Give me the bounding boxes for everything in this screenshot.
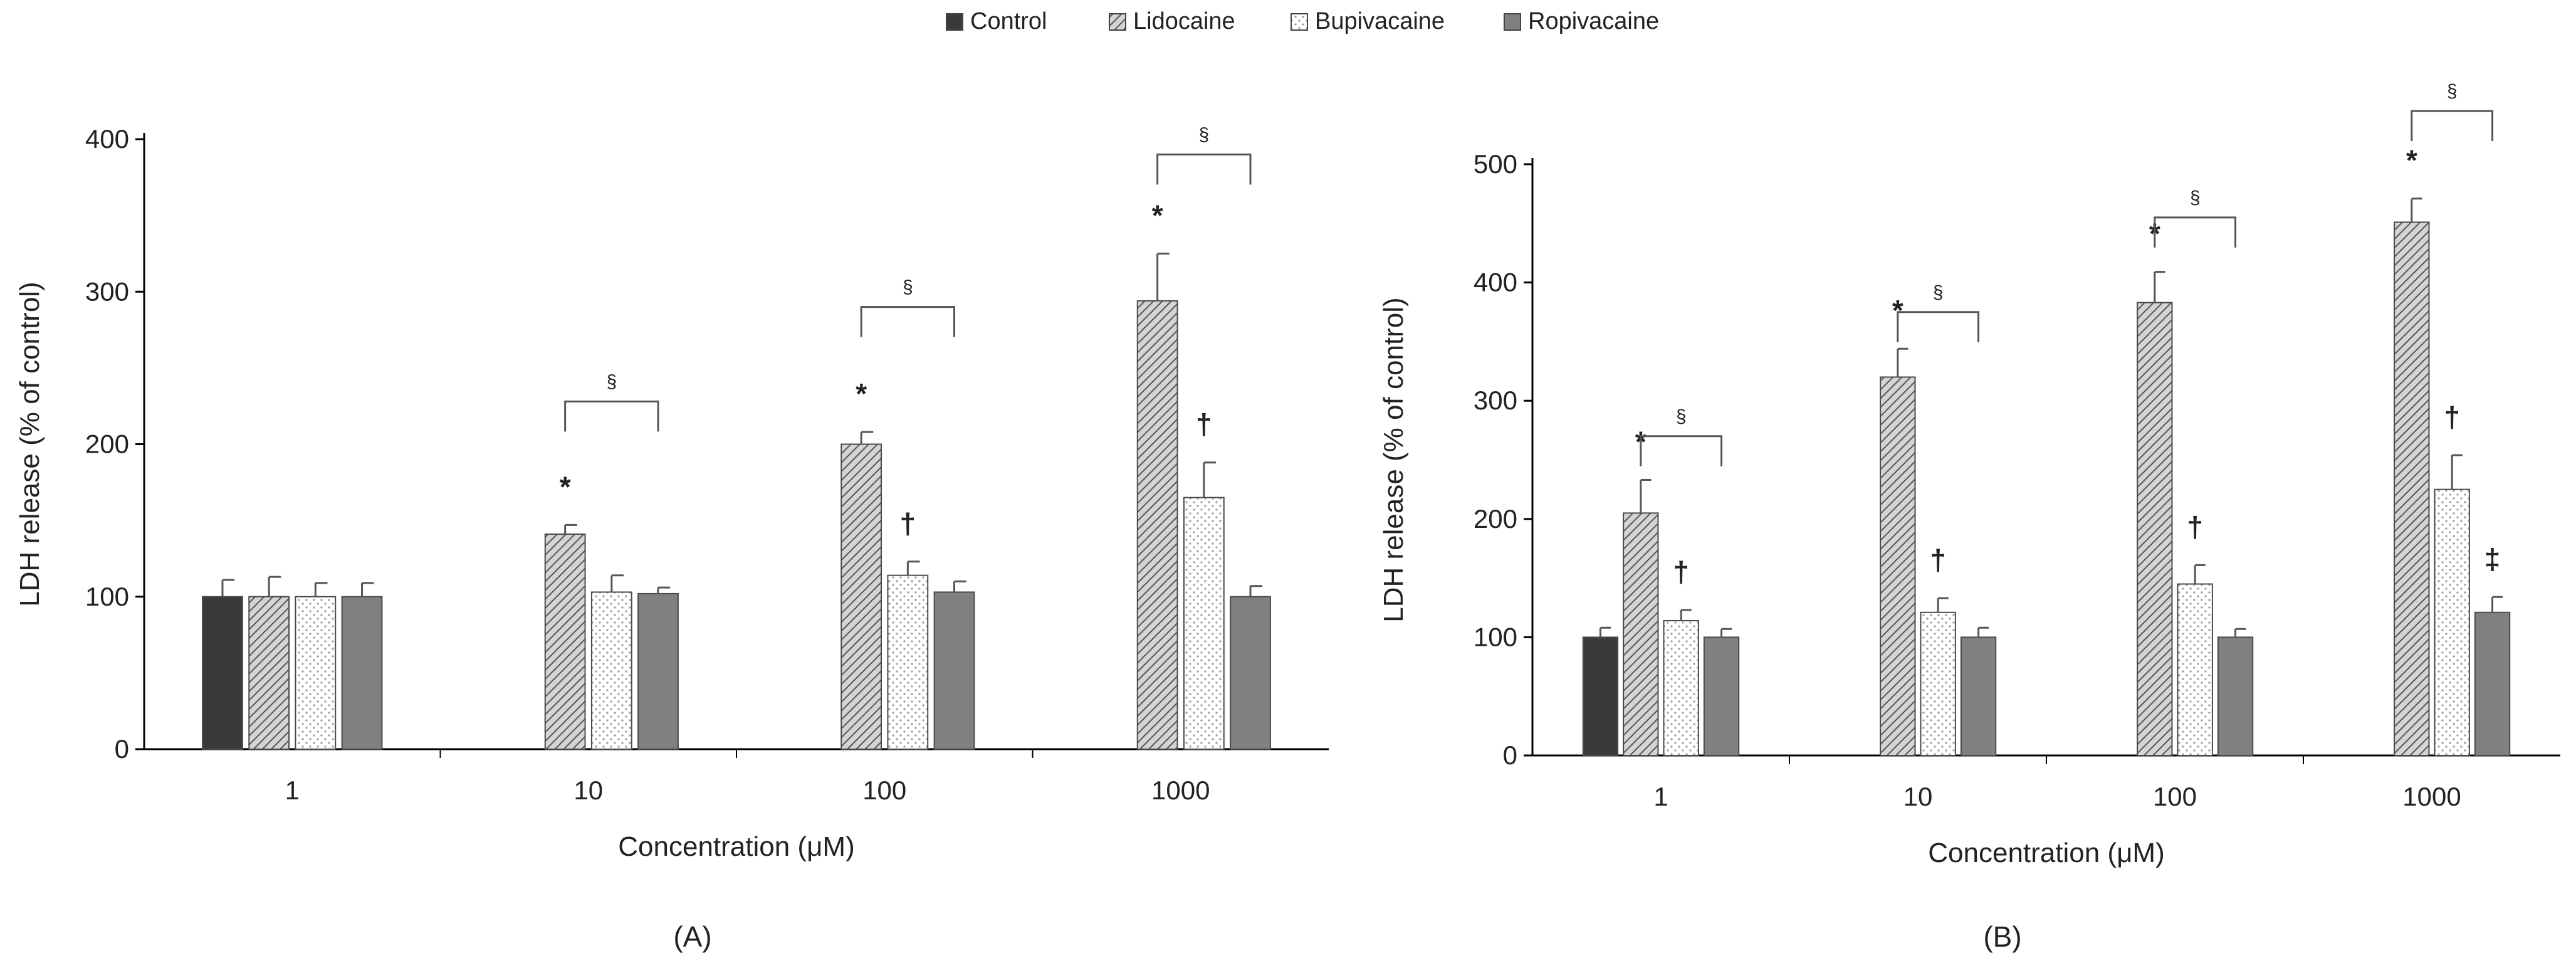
bar-ropivacaine-1000 (2474, 611, 2511, 756)
bar-control-1 (1582, 636, 1619, 757)
y-tick-label: 100 (1474, 622, 1517, 651)
y-tick-label: 400 (1474, 268, 1517, 297)
panel-a-chart: 0 100 200 300 400 1 10 100 1000 Concentration (μM… (14, 124, 1329, 953)
significance-symbol: † (2444, 401, 2460, 433)
legend-label-ropivacaine: Ropivacaine (1528, 8, 1659, 34)
significance-symbol: † (1196, 408, 1212, 441)
x-tick-label-100: 100 (2153, 782, 2197, 811)
legend-swatch-control (946, 13, 963, 31)
significance-symbol: * (560, 470, 571, 503)
significance-bracket (2154, 216, 2237, 248)
y-tick-label: 0 (115, 734, 129, 764)
bar-bupivacaine-1000 (2434, 488, 2470, 757)
legend-label-control: Control (970, 8, 1047, 34)
legend-swatch-ropivacaine (1504, 13, 1521, 31)
bar-ropivacaine-100 (2217, 636, 2254, 757)
bar-ropivacaine-10 (637, 592, 679, 750)
legend-swatch-bupivacaine (1291, 13, 1308, 31)
bar-lidocaine-1 (248, 596, 290, 750)
panel-label: (B) (1983, 920, 2021, 953)
legend-label-lidocaine: Lidocaine (1133, 8, 1235, 34)
bar-bupivacaine-1 (295, 596, 337, 750)
bracket-label: § (903, 277, 913, 298)
y-axis-title: LDH release (% of control) (14, 281, 45, 606)
significance-bracket (564, 400, 659, 432)
legend-label-bupivacaine: Bupivacaine (1315, 8, 1445, 34)
significance-symbol: * (1152, 199, 1163, 231)
x-axis-title: Concentration (μM) (618, 831, 854, 862)
bar-bupivacaine-1 (1663, 619, 1699, 756)
bar-lidocaine-1000 (1136, 300, 1178, 750)
bar-lidocaine-1000 (2394, 221, 2430, 756)
x-tick-label-100: 100 (862, 776, 906, 805)
significance-bracket (860, 306, 956, 337)
x-tick-label-1000: 1000 (2402, 782, 2461, 811)
bar-bupivacaine-1000 (1183, 497, 1225, 750)
bar-ropivacaine-1 (341, 596, 383, 750)
significance-bracket (1897, 311, 1980, 342)
legend-swatch-lidocaine (1109, 13, 1126, 31)
x-tick-label-1000: 1000 (1151, 776, 1210, 805)
legend: Control Lidocaine Bupivacaine Ropivacaine (946, 8, 1659, 34)
significance-symbol: † (1930, 544, 1946, 576)
bracket-label: § (1933, 282, 1944, 303)
bar-ropivacaine-1 (1703, 636, 1740, 757)
y-tick-label: 300 (1474, 386, 1517, 415)
y-tick-label: 300 (85, 276, 129, 306)
bar-ropivacaine-10 (1960, 636, 1997, 757)
bracket-label: § (1676, 406, 1687, 427)
bar-lidocaine-1 (1623, 512, 1659, 756)
y-tick-label: 200 (1474, 504, 1517, 534)
significance-symbol: * (856, 377, 867, 410)
bracket-label: § (2190, 187, 2201, 208)
significance-bracket (1640, 435, 1723, 466)
x-tick-label-10: 10 (1903, 782, 1933, 811)
x-axis-title: Concentration (μM) (1928, 838, 2164, 868)
bar-lidocaine-100 (840, 443, 882, 750)
bar-ropivacaine-100 (933, 591, 975, 750)
x-tick-label-10: 10 (573, 776, 603, 805)
y-tick-label: 0 (1503, 740, 1517, 770)
panel-b-chart: 0 100 200 300 400 500 1 10 100 1000 Concentration … (1378, 81, 2560, 953)
bar-bupivacaine-100 (887, 574, 929, 750)
y-tick-label: 500 (1474, 149, 1517, 179)
significance-symbol: ‡ (2484, 542, 2501, 575)
bar-ropivacaine-1000 (1230, 596, 1271, 750)
bar-bupivacaine-100 (2177, 583, 2213, 757)
bar-control-1 (202, 596, 243, 750)
significance-symbol: * (2406, 144, 2417, 177)
bar-bupivacaine-10 (590, 591, 632, 750)
y-tick-label: 200 (85, 429, 129, 459)
bracket-label: § (2447, 81, 2458, 102)
panel-label: (A) (673, 920, 711, 953)
y-tick-label: 100 (85, 582, 129, 611)
x-tick-label-1: 1 (1653, 782, 1668, 811)
bar-lidocaine-100 (2137, 302, 2173, 756)
significance-symbol: † (900, 507, 916, 540)
significance-symbol: † (1673, 555, 1689, 588)
bar-bupivacaine-10 (1920, 611, 1956, 756)
bracket-label: § (606, 371, 617, 392)
significance-bracket (2411, 110, 2494, 142)
y-axis-title: LDH release (% of control) (1378, 297, 1409, 622)
significance-symbol: † (2187, 510, 2203, 543)
x-tick-label-1: 1 (285, 776, 300, 805)
significance-symbol: * (1892, 294, 1903, 327)
bar-lidocaine-10 (544, 534, 586, 750)
bar-lidocaine-10 (1880, 376, 1916, 756)
y-tick-label: 400 (85, 124, 129, 154)
bracket-label: § (1198, 124, 1209, 145)
significance-bracket (1156, 153, 1252, 185)
